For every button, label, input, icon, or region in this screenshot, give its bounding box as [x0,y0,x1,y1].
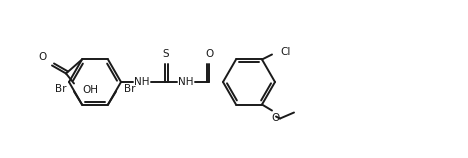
Text: O: O [39,52,47,62]
Text: O: O [205,49,213,59]
Text: Br: Br [54,84,66,94]
Text: NH: NH [134,77,150,87]
Text: NH: NH [178,77,194,87]
Text: O: O [272,112,280,122]
Text: Br: Br [124,84,136,94]
Text: OH: OH [82,85,98,95]
Text: S: S [163,49,169,59]
Text: Cl: Cl [280,48,290,58]
